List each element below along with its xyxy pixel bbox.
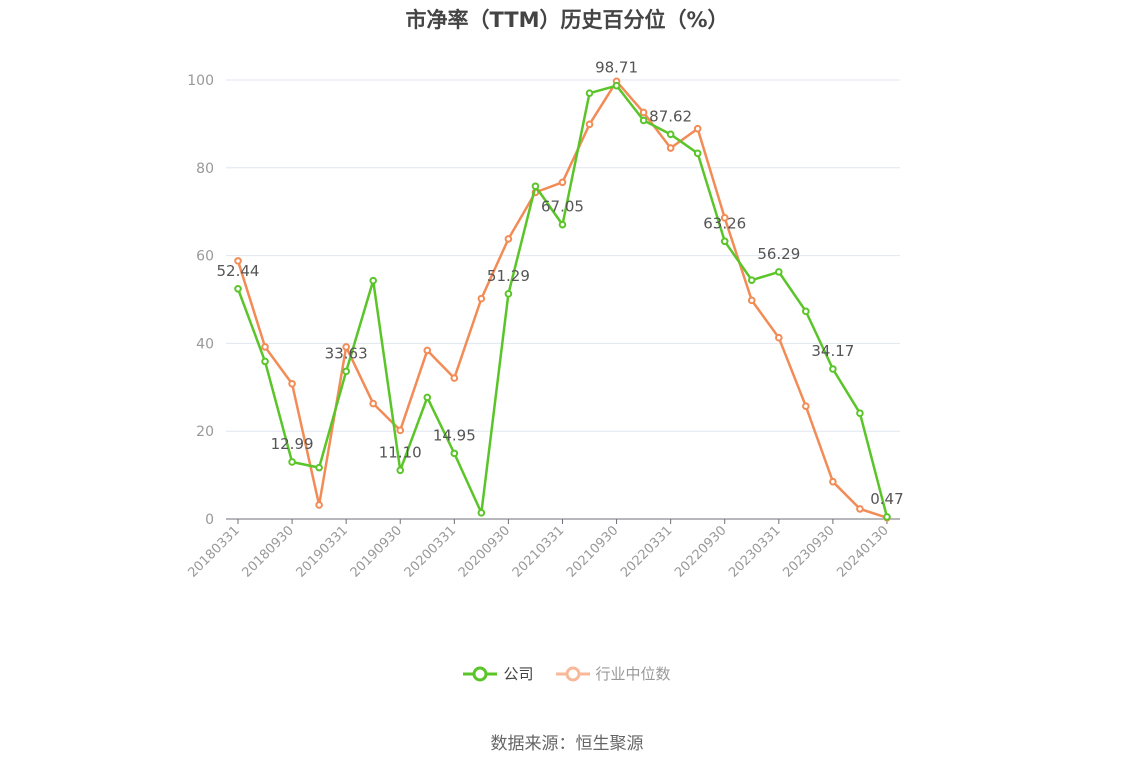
data-label: 52.44 [217, 262, 260, 280]
data-point [612, 81, 621, 90]
data-point [775, 268, 783, 276]
data-point [558, 220, 567, 229]
data-point [342, 343, 350, 351]
data-point [423, 393, 432, 402]
data-label: 14.95 [433, 426, 476, 444]
legend-label: 行业中位数 [595, 665, 671, 683]
data-point [829, 477, 837, 486]
data-point [342, 367, 350, 376]
data-label: 63.26 [703, 214, 746, 232]
x-tick-label: 20210331 [510, 523, 567, 580]
data-point [369, 276, 378, 285]
data-label: 87.62 [649, 107, 692, 125]
data-point [802, 402, 810, 410]
data-point [720, 237, 729, 246]
x-tick-label: 20210930 [564, 523, 621, 580]
data-point [315, 463, 323, 472]
data-point [639, 108, 648, 117]
data-point [261, 357, 269, 366]
data-point [477, 509, 486, 517]
legend-item-company[interactable]: 公司 [463, 663, 534, 684]
data-point [261, 343, 269, 351]
series-line [236, 80, 888, 519]
data-point [423, 346, 432, 355]
data-source: 数据来源：恒生聚源 [490, 734, 644, 754]
data-point [693, 124, 702, 133]
data-label: 56.29 [757, 245, 800, 263]
data-label: 51.29 [487, 267, 530, 285]
data-point [883, 513, 891, 521]
data-label: 12.99 [271, 435, 314, 453]
x-tick-label: 20200331 [402, 523, 459, 580]
data-point [315, 501, 323, 509]
x-tick-label: 20190930 [348, 523, 405, 580]
data-point [585, 89, 594, 97]
legend-line-icon [555, 666, 590, 681]
data-point [288, 458, 296, 466]
x-tick-label: 20230930 [780, 523, 837, 580]
y-tick-label: 0 [205, 512, 214, 528]
data-point [856, 409, 864, 418]
data-point [477, 294, 486, 303]
data-label: 98.71 [595, 59, 638, 77]
x-tick-label: 20220930 [672, 523, 729, 580]
data-point [558, 178, 567, 187]
data-point [747, 296, 756, 305]
data-point [504, 235, 513, 243]
data-point [693, 149, 702, 158]
data-point [234, 284, 242, 293]
data-label: 33.63 [325, 344, 368, 362]
y-tick-label: 20 [196, 424, 214, 440]
data-label: 11.10 [379, 443, 422, 461]
data-point [639, 116, 648, 125]
data-point [585, 120, 594, 129]
data-point [666, 144, 675, 152]
y-tick-label: 60 [196, 249, 214, 265]
data-point [450, 374, 459, 382]
data-point [369, 399, 378, 408]
x-tick-label: 20180930 [240, 523, 297, 580]
data-point [288, 379, 296, 388]
y-tick-label: 100 [187, 73, 214, 89]
legend: 公司 行业中位数 [0, 663, 1134, 684]
data-point [829, 365, 837, 373]
x-tick-label: 20240130 [834, 523, 891, 580]
x-tick-label: 20200930 [456, 523, 513, 580]
data-label: 34.17 [811, 342, 854, 360]
x-tick-label: 20190331 [294, 523, 351, 580]
data-point [856, 505, 864, 513]
legend-label: 公司 [503, 665, 534, 683]
data-point [396, 426, 405, 435]
data-point [775, 333, 783, 342]
data-point [396, 466, 405, 475]
data-point [666, 130, 675, 139]
x-tick-label: 20220331 [618, 523, 675, 580]
data-label: 0.47 [870, 490, 903, 508]
x-tick-label: 20180331 [185, 523, 242, 580]
data-point [802, 307, 810, 316]
y-tick-label: 80 [196, 161, 214, 177]
y-tick-label: 40 [196, 336, 214, 352]
series-line [236, 84, 889, 518]
legend-line-icon [463, 666, 498, 681]
chart-title: 市净率（TTM）历史百分位（%） [405, 8, 729, 32]
x-tick-label: 20230331 [726, 523, 783, 580]
data-label: 67.05 [541, 198, 584, 216]
data-point [504, 290, 513, 298]
data-point [531, 182, 540, 191]
data-point [747, 276, 756, 284]
data-point [234, 257, 242, 265]
data-point [450, 449, 459, 458]
legend-item-industry-median[interactable]: 行业中位数 [555, 663, 671, 684]
data-point [720, 214, 729, 222]
